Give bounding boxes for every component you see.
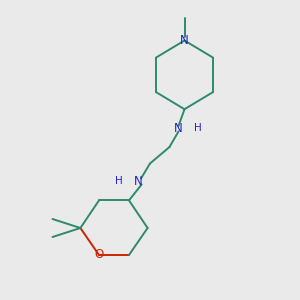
Text: O: O — [94, 248, 103, 262]
Text: H: H — [115, 176, 123, 187]
Text: H: H — [194, 123, 202, 134]
Text: N: N — [180, 34, 189, 47]
Text: N: N — [134, 175, 143, 188]
Text: N: N — [174, 122, 183, 135]
